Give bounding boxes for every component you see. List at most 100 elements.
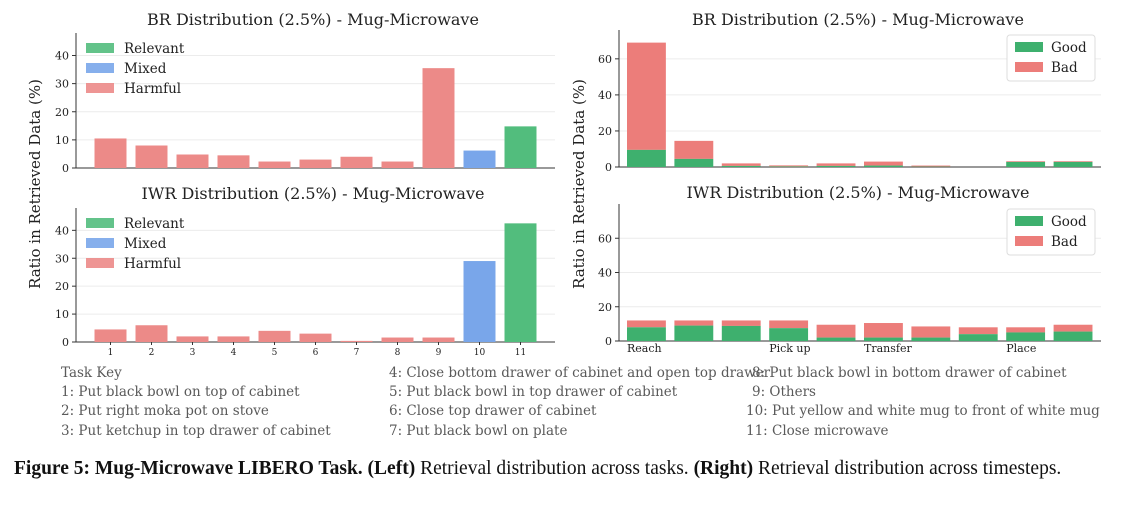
legend-swatch — [86, 83, 114, 93]
x-tick-label: 1 — [108, 348, 114, 358]
bar — [422, 337, 455, 342]
x-tick-label: 2 — [149, 348, 155, 358]
bar — [176, 154, 209, 168]
task-key-item: 11: Close microwave — [746, 422, 889, 439]
bar-segment-good — [769, 328, 809, 341]
legend-swatch — [86, 258, 114, 268]
y-tick-label: 60 — [598, 53, 612, 66]
y-tick-label: 10 — [55, 134, 69, 147]
legend-swatch — [86, 43, 114, 53]
bar — [381, 161, 414, 168]
legend-swatch — [1015, 62, 1043, 72]
bar-segment-good — [816, 165, 856, 167]
x-tick-label: Pick up — [769, 342, 810, 355]
legend-label: Bad — [1051, 60, 1078, 76]
bar-segment-bad — [816, 163, 856, 166]
bar — [381, 337, 414, 342]
legend-label: Good — [1051, 214, 1087, 230]
bar-segment-good — [958, 334, 998, 341]
task-key-item: 7: Put black bowl on plate — [389, 422, 568, 439]
bar-segment-bad — [816, 324, 856, 338]
iwr-timestep-distribution-plot: 0 20 40 60 Reach Pick up Transfer Place Good Bad — [598, 204, 1101, 355]
legend-label: Mixed — [124, 236, 167, 252]
legend-label: Bad — [1051, 234, 1078, 250]
y-tick-label: 10 — [55, 308, 69, 321]
y-tick-label: 40 — [598, 267, 612, 280]
task-key-col1: Task Key 1: Put black bowl on top of cab… — [61, 364, 331, 441]
bar-segment-good — [627, 149, 666, 167]
x-tick-label: Reach — [627, 342, 662, 355]
bar-segment-good — [911, 337, 951, 341]
legend-swatch — [86, 238, 114, 248]
bar — [258, 330, 291, 342]
legend-label: Relevant — [124, 41, 185, 57]
x-tick-label: 8 — [395, 348, 401, 358]
bar-segment-good — [864, 165, 903, 167]
bar-segment-bad — [674, 320, 714, 326]
figure-caption: Figure 5: Mug-Microwave LIBERO Task. (Le… — [14, 455, 1114, 482]
y-tick-label: 30 — [55, 252, 69, 265]
legend-label: Harmful — [124, 81, 181, 97]
y-tick-label: 0 — [62, 336, 69, 349]
chart-title-iwr-tasks: IWR Distribution (2.5%) - Mug-Microwave — [142, 184, 485, 203]
iwr-task-distribution-plot: 0 10 20 30 40 1 2 3 4 5 6 7 8 9 10 11 Relevant Mixed Harmf… — [55, 208, 555, 358]
x-tick-label: 4 — [231, 348, 237, 358]
caption-left-text: Retrieval distribution across tasks. — [415, 458, 694, 479]
bar — [299, 333, 332, 342]
bar — [135, 325, 168, 342]
bar-segment-bad — [911, 165, 951, 167]
bar — [463, 261, 496, 342]
bar-segment-bad — [864, 161, 903, 166]
x-tick-label: 6 — [313, 348, 319, 358]
bar-segment-bad — [627, 42, 666, 150]
y-axis-label-left: Ratio in Retrieved Data (%) — [26, 79, 44, 289]
br-timestep-distribution-plot: 0 20 40 60 Good Bad — [598, 30, 1101, 174]
bar-segment-good — [721, 165, 761, 167]
x-tick-label: 5 — [272, 348, 278, 358]
bar — [340, 340, 373, 342]
legend-label: Harmful — [124, 256, 181, 272]
y-tick-label: 20 — [55, 106, 69, 119]
y-tick-label: 40 — [55, 50, 69, 63]
bar-segment-bad — [958, 327, 998, 335]
task-key-item: 3: Put ketchup in top drawer of cabinet — [61, 422, 331, 439]
bar-segment-bad — [1006, 161, 1046, 162]
y-tick-label: 40 — [55, 224, 69, 237]
y-tick-label: 20 — [55, 280, 69, 293]
x-tick-label: 9 — [436, 348, 442, 358]
x-tick-label: Place — [1006, 342, 1036, 355]
bar-segment-good — [816, 337, 856, 341]
bar-segment-good — [864, 337, 903, 341]
caption-right-tag: (Right) — [693, 458, 754, 479]
y-tick-label: 30 — [55, 78, 69, 91]
x-tick-label: 10 — [474, 348, 486, 358]
y-tick-label: 20 — [598, 301, 612, 314]
chart-title-br-timesteps: BR Distribution (2.5%) - Mug-Microwave — [692, 10, 1024, 29]
bar-segment-bad — [769, 165, 809, 167]
chart-title-iwr-timesteps: IWR Distribution (2.5%) - Mug-Microwave — [687, 183, 1030, 202]
bar-segment-good — [674, 158, 714, 167]
br-task-distribution-plot: 0 10 20 30 40 Relevant Mixed Harmful — [55, 33, 555, 175]
bar — [463, 150, 496, 168]
legend-swatch — [86, 218, 114, 228]
bar — [217, 155, 250, 168]
x-tick-label: Transfer — [864, 342, 912, 355]
task-key-item: 10: Put yellow and white mug to front of… — [746, 403, 1100, 420]
x-tick-label: 3 — [190, 348, 196, 358]
task-key-col2: 4: Close bottom drawer of cabinet and op… — [389, 364, 770, 441]
task-key-item: 8: Put black bowl in bottom drawer of ca… — [752, 365, 1067, 381]
bar — [422, 68, 455, 168]
legend-swatch — [86, 63, 114, 73]
bar — [94, 329, 127, 342]
y-axis-label-right: Ratio in Retrieved Data (%) — [570, 79, 588, 289]
y-tick-label: 0 — [605, 335, 612, 348]
y-tick-label: 40 — [598, 89, 612, 102]
bar — [258, 161, 291, 168]
chart-title-br-tasks: BR Distribution (2.5%) - Mug-Microwave — [147, 10, 479, 29]
task-key-item: 2: Put right moka pot on stove — [61, 403, 269, 420]
bar-segment-bad — [627, 320, 666, 328]
task-key-col3: 8: Put black bowl in bottom drawer of ca… — [746, 364, 1100, 441]
task-key-item: 4: Close bottom drawer of cabinet and op… — [389, 365, 771, 381]
bar-segment-good — [1006, 161, 1046, 167]
y-tick-label: 0 — [605, 161, 612, 174]
